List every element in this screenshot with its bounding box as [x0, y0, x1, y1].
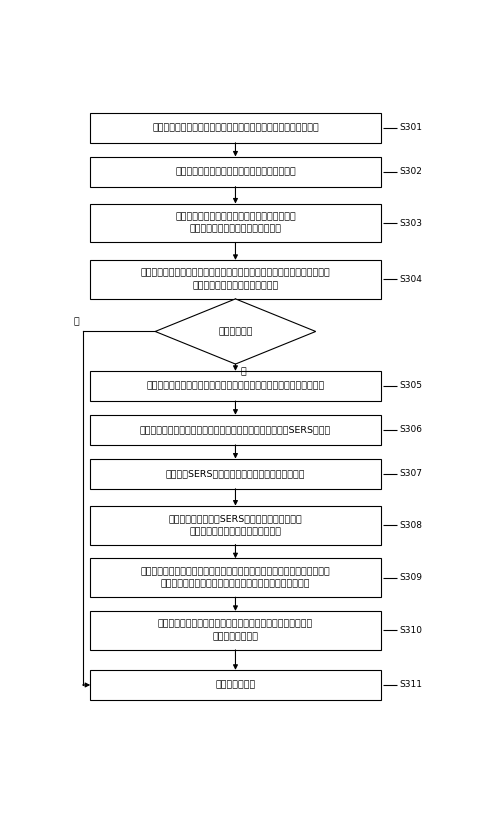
- Text: 对去除本地基线后的荧光光谱图进行峰值拾取，
拾取出所有特征峰的光谱位置和强度: 对去除本地基线后的荧光光谱图进行峰值拾取， 拾取出所有特征峰的光谱位置和强度: [175, 212, 296, 234]
- Polygon shape: [155, 299, 316, 364]
- Text: S309: S309: [399, 573, 422, 582]
- Text: 对荧光光谱数据进行光谱平滑去噪声处理，以得到平滑荧光光谱图: 对荧光光谱数据进行光谱平滑去噪声处理，以得到平滑荧光光谱图: [152, 123, 319, 132]
- Text: S304: S304: [399, 275, 422, 284]
- Text: S311: S311: [399, 681, 422, 689]
- Text: 对去除本地基线后的SERS光谱图进行峰值拾取，
拾取出所有特征峰的光谱位置和强度: 对去除本地基线后的SERS光谱图进行峰值拾取， 拾取出所有特征峰的光谱位置和强度: [169, 514, 302, 536]
- FancyBboxPatch shape: [90, 505, 381, 545]
- Text: 汽油或柴油？: 汽油或柴油？: [218, 327, 253, 336]
- FancyBboxPatch shape: [90, 112, 381, 142]
- Text: 将拾取出的特征峰的光谱位置和强度，与原油及成品油多环芳烃种类特征的
拉曼光谱图谱进行比对，识别出溢油中所含的多环芳烃种类: 将拾取出的特征峰的光谱位置和强度，与原油及成品油多环芳烃种类特征的 拉曼光谱图谱…: [141, 567, 330, 589]
- FancyBboxPatch shape: [90, 459, 381, 488]
- FancyBboxPatch shape: [90, 371, 381, 401]
- Text: S301: S301: [399, 123, 422, 132]
- FancyBboxPatch shape: [90, 204, 381, 243]
- FancyBboxPatch shape: [90, 260, 381, 299]
- Text: 对采集到的两路拉曼特征光谱做差分，得到消除荧光后的拉曼光谱数据: 对采集到的两路拉曼特征光谱做差分，得到消除荧光后的拉曼光谱数据: [146, 382, 324, 391]
- FancyBboxPatch shape: [90, 156, 381, 186]
- FancyBboxPatch shape: [90, 611, 381, 650]
- Text: S305: S305: [399, 382, 422, 391]
- Text: 检测溢油的浓度: 检测溢油的浓度: [215, 681, 255, 689]
- Text: S310: S310: [399, 626, 422, 635]
- Text: S303: S303: [399, 218, 422, 228]
- FancyBboxPatch shape: [90, 670, 381, 700]
- Text: S302: S302: [399, 167, 422, 176]
- Text: 对差分拉曼光谱数据进行光谱平滑去噪声处理，得到平滑的SERS光谱图: 对差分拉曼光谱数据进行光谱平滑去噪声处理，得到平滑的SERS光谱图: [140, 426, 331, 435]
- Text: S307: S307: [399, 469, 422, 479]
- Text: 对平滑的SERS光谱图进行基线校正，去除本地基线: 对平滑的SERS光谱图进行基线校正，去除本地基线: [166, 469, 305, 479]
- Text: S306: S306: [399, 426, 422, 435]
- Text: 是: 是: [73, 317, 79, 326]
- Text: 否: 否: [240, 368, 246, 377]
- Text: 对平滑荧光光谱图进行基线校正，去除本地基线: 对平滑荧光光谱图进行基线校正，去除本地基线: [175, 167, 296, 176]
- Text: 根据溢油中所含的多环芳烃种类及各类多环芳烃的含量占比，
识别出溢油的类型: 根据溢油中所含的多环芳烃种类及各类多环芳烃的含量占比， 识别出溢油的类型: [158, 619, 313, 641]
- Text: S308: S308: [399, 521, 422, 530]
- FancyBboxPatch shape: [90, 558, 381, 597]
- Text: 将拾取出的特征峰的光谱位置和强度与汽油和柴油的荧光光谱图谱进行比对
识别出所述溢油是否为汽油或柴油: 将拾取出的特征峰的光谱位置和强度与汽油和柴油的荧光光谱图谱进行比对 识别出所述溢…: [141, 269, 330, 291]
- FancyBboxPatch shape: [90, 415, 381, 445]
